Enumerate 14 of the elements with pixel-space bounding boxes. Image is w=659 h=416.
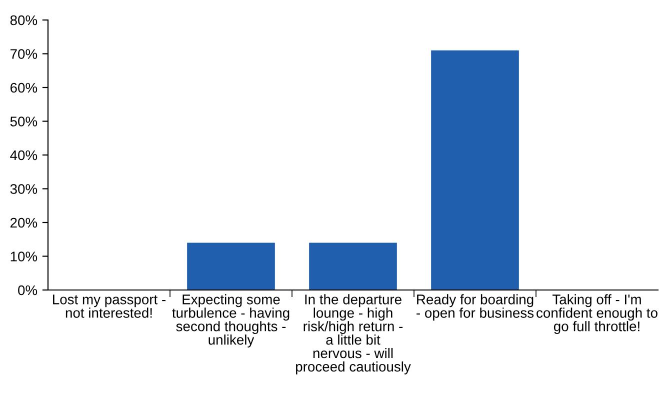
x-tick-label: Ready for boarding - open for business — [416, 294, 534, 321]
y-tick-label: 30% — [10, 184, 38, 194]
y-tick-label: 80% — [10, 15, 38, 26]
y-tick-label: 20% — [10, 218, 38, 228]
y-tick-label: 10% — [10, 252, 38, 262]
x-tick-label: Lost my passport - not interested! — [53, 294, 166, 318]
y-tick-label: 50% — [10, 116, 38, 126]
y-tick-label: 60% — [10, 82, 38, 93]
x-tick-label: Expecting some turbulence - having second thoughts - unlikely — [172, 294, 290, 348]
x-tick-label: In the departure lounge - high risk/high return - a little bit nervous - will proceed cautiously — [296, 294, 411, 374]
y-tick-label: 40% — [10, 150, 38, 160]
y-tick-label: 0% — [18, 285, 38, 296]
y-tick-label: 70% — [10, 49, 38, 59]
x-tick-label: Taking off - I'm confident enough to go full throttle! — [536, 294, 658, 334]
